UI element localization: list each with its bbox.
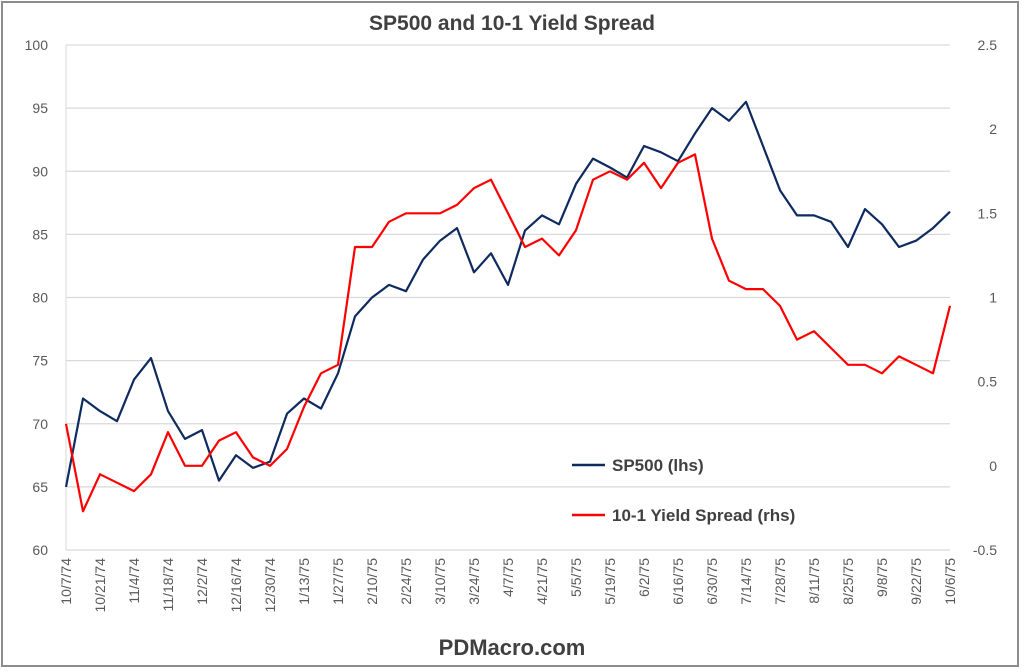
y-right-tick-label: -0.5 bbox=[973, 542, 997, 558]
legend-label-sp500: SP500 (lhs) bbox=[612, 456, 704, 475]
legend: SP500 (lhs) 10-1 Yield Spread (rhs) bbox=[572, 456, 795, 525]
x-tick-label: 4/7/75 bbox=[500, 558, 516, 597]
x-tick-label: 1/13/75 bbox=[296, 558, 312, 605]
x-tick-label: 10/6/75 bbox=[942, 558, 958, 605]
y-left-tick-label: 90 bbox=[32, 163, 48, 179]
x-tick-label: 7/28/75 bbox=[772, 558, 788, 605]
x-tick-label: 11/18/74 bbox=[160, 558, 176, 612]
x-tick-label: 10/21/74 bbox=[92, 558, 108, 613]
x-tick-label: 9/22/75 bbox=[908, 558, 924, 605]
x-tick-label: 12/30/74 bbox=[262, 558, 278, 613]
x-tick-label: 2/10/75 bbox=[364, 558, 380, 605]
y-right-tick-label: 2 bbox=[989, 121, 997, 137]
y-right-tick-label: 0.5 bbox=[978, 374, 998, 390]
legend-label-spread: 10-1 Yield Spread (rhs) bbox=[612, 506, 795, 525]
y-left-tick-label: 85 bbox=[32, 226, 48, 242]
y-left-tick-label: 100 bbox=[25, 37, 49, 53]
x-tick-label: 1/27/75 bbox=[330, 558, 346, 605]
x-tick-label: 5/19/75 bbox=[602, 558, 618, 605]
y-left-tick-label: 60 bbox=[32, 542, 48, 558]
y-left-tick-label: 75 bbox=[32, 353, 48, 369]
y-right-ticks: -0.5 0 0.5 1 1.5 2 2.5 bbox=[973, 37, 997, 558]
x-tick-label: 10/7/74 bbox=[58, 558, 74, 605]
footer-source: PDMacro.com bbox=[439, 635, 586, 660]
x-tick-label: 3/24/75 bbox=[466, 558, 482, 605]
gridlines bbox=[65, 44, 950, 551]
x-tick-label: 6/16/75 bbox=[670, 558, 686, 605]
yield-spread-line bbox=[64, 153, 952, 513]
x-tick-label: 8/11/75 bbox=[806, 558, 822, 604]
y-left-ticks: 60 65 70 75 80 85 90 95 100 bbox=[25, 37, 49, 558]
y-left-tick-label: 70 bbox=[32, 416, 48, 432]
x-tick-label: 9/8/75 bbox=[874, 558, 890, 597]
y-right-tick-label: 1 bbox=[989, 290, 997, 306]
x-tick-label: 4/21/75 bbox=[534, 558, 550, 605]
x-ticks: 10/7/74 10/21/74 11/4/74 11/18/74 12/2/74 12/… bbox=[58, 558, 958, 613]
x-tick-label: 5/5/75 bbox=[568, 558, 584, 597]
x-tick-label: 3/10/75 bbox=[432, 558, 448, 605]
y-left-tick-label: 95 bbox=[32, 100, 48, 116]
x-tick-label: 7/14/75 bbox=[738, 558, 754, 605]
y-left-tick-label: 65 bbox=[32, 479, 48, 495]
y-right-tick-label: 0 bbox=[989, 458, 997, 474]
chart-title: SP500 and 10-1 Yield Spread bbox=[369, 12, 655, 35]
x-tick-label: 12/2/74 bbox=[194, 558, 210, 605]
x-tick-label: 6/2/75 bbox=[636, 558, 652, 597]
y-right-tick-label: 2.5 bbox=[978, 37, 998, 53]
y-right-tick-label: 1.5 bbox=[978, 205, 998, 221]
x-tick-label: 11/4/74 bbox=[126, 558, 142, 604]
y-left-tick-label: 80 bbox=[32, 290, 48, 306]
x-tick-label: 8/25/75 bbox=[840, 558, 856, 605]
x-tick-label: 2/24/75 bbox=[398, 558, 414, 605]
series-lines bbox=[64, 100, 952, 513]
x-tick-label: 12/16/74 bbox=[228, 558, 244, 613]
sp500-line bbox=[64, 100, 951, 488]
x-tick-label: 6/30/75 bbox=[704, 558, 720, 605]
